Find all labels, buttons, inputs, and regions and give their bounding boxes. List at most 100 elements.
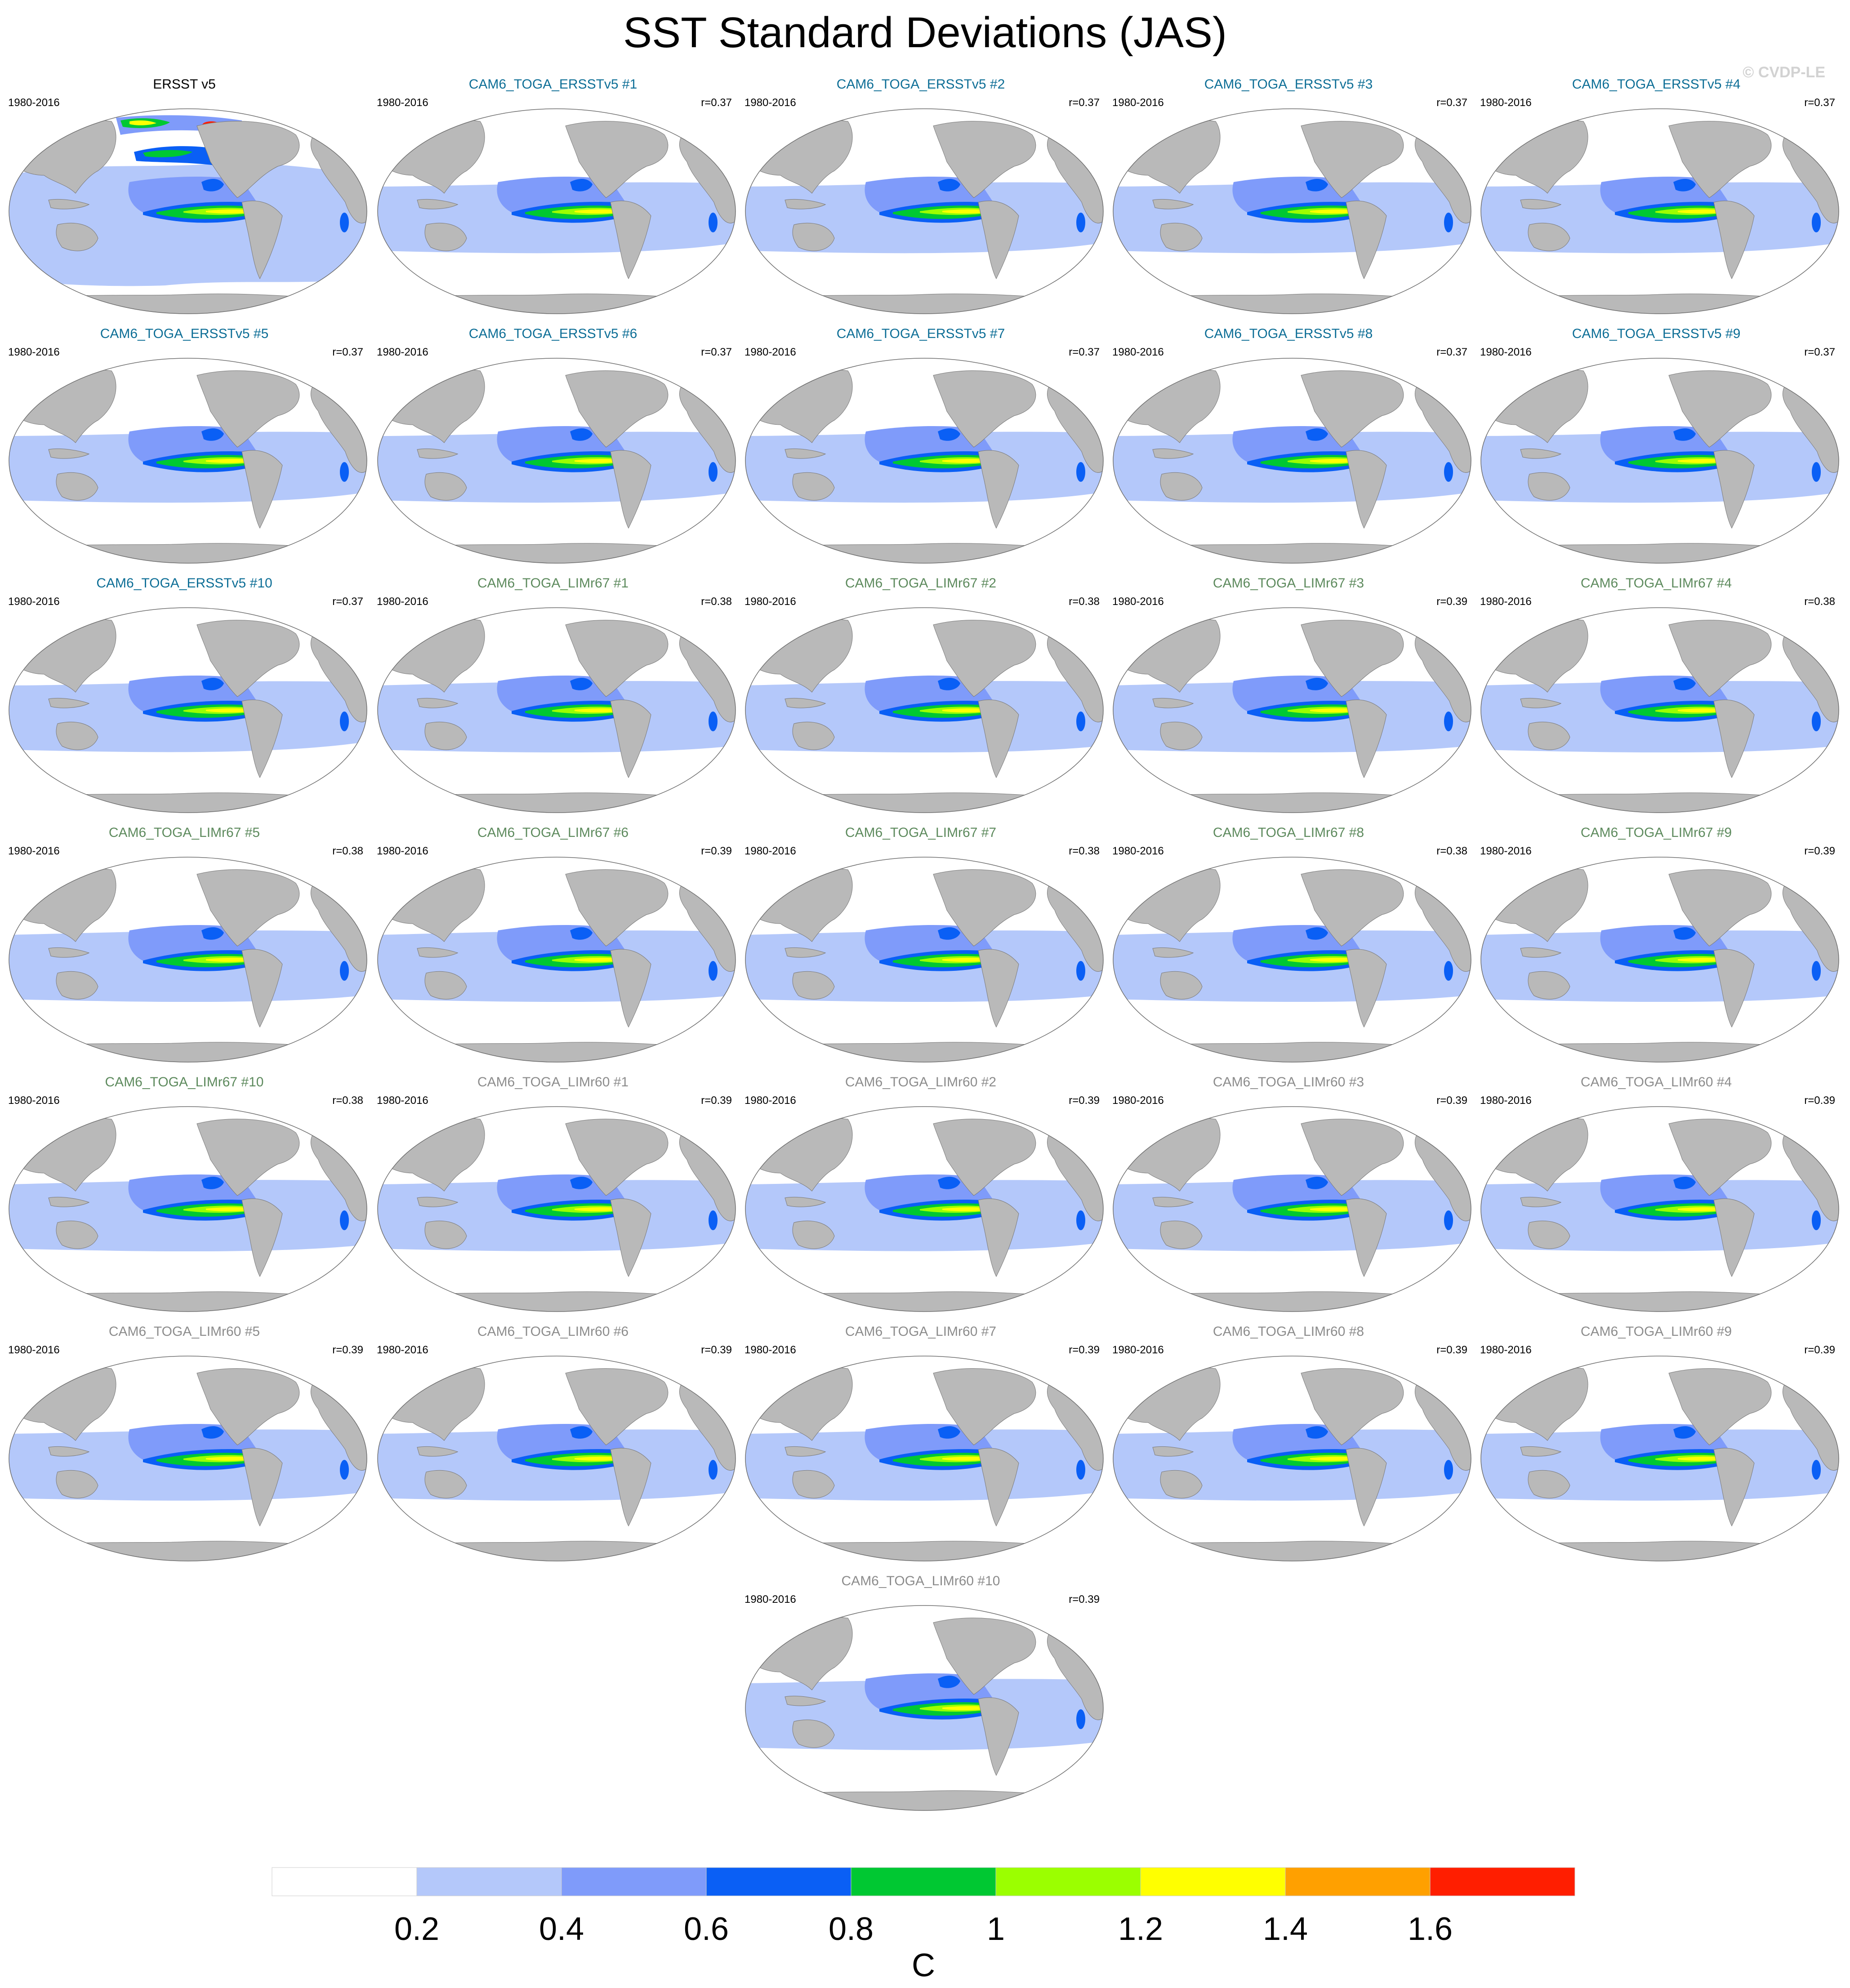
map-outline [745, 108, 1104, 314]
sd-contour-se-atlantic [709, 213, 718, 232]
sd-contour-0.6 [938, 1177, 960, 1189]
landmass-antarctica [745, 1790, 1103, 1810]
panel-title: CAM6_TOGA_ERSSTv5 #5 [100, 326, 269, 341]
landmass-australia [1528, 1470, 1570, 1499]
landmass-south-america [610, 949, 651, 1028]
landmass-australia [424, 222, 467, 251]
landmass-maritime-continent [48, 698, 90, 708]
panel-period: 1980-2016 [377, 346, 428, 358]
map-panel-grid: ERSST v5 1980-2016 CAM6_TOGA_ERSSTv5 #1 198… [8, 76, 1841, 1811]
sd-contour-se-atlantic [1444, 1460, 1453, 1480]
map-body [1481, 608, 1839, 813]
panel-pattern-correlation: r=0.37 [1069, 97, 1100, 109]
colorbar-swatch [416, 1867, 562, 1896]
map-body [745, 358, 1103, 563]
sst-std-map [1480, 857, 1839, 1063]
landmass-maritime-continent [417, 199, 459, 209]
landmass-australia [792, 1220, 835, 1249]
panel-title: CAM6_TOGA_LIMr67 #1 [477, 576, 629, 591]
landmass-maritime-continent [417, 1196, 459, 1207]
panel-period: 1980-2016 [744, 1094, 796, 1107]
landmass-australia [1528, 971, 1570, 1000]
landmass-greenland [295, 1112, 337, 1132]
sd-contour-1.2 [575, 458, 623, 463]
panel-period: 1980-2016 [744, 1593, 796, 1606]
sd-contour-se-atlantic [1076, 712, 1085, 731]
landmass-maritime-continent [785, 1446, 826, 1457]
landmass-south-america [978, 1448, 1019, 1527]
landmass-greenland [1400, 863, 1441, 882]
landmass-australia [424, 1220, 467, 1249]
sst-std-map [1480, 1106, 1839, 1312]
landmass-australia [792, 721, 835, 750]
landmass-australia [1528, 472, 1570, 501]
sd-contour-0.6 [1673, 678, 1696, 690]
sd-contour-0.6 [938, 179, 960, 191]
landmass-south-america [1346, 699, 1387, 778]
sd-contour-1.2 [1310, 1456, 1359, 1461]
sst-std-map [745, 358, 1104, 564]
map-outline [1113, 607, 1471, 813]
sd-contour-1.2 [942, 1456, 991, 1461]
panel-title: CAM6_TOGA_ERSSTv5 #4 [1572, 77, 1741, 92]
landmass-antarctica [1113, 294, 1471, 314]
landmass-greenland [1400, 1361, 1441, 1381]
sd-contour-1.2 [942, 957, 991, 962]
map-panel: CAM6_TOGA_ERSSTv5 #4 1980-2016 r=0.37 [1472, 76, 1841, 315]
map-body [378, 109, 736, 314]
landmass-maritime-continent [417, 448, 459, 459]
panel-period: 1980-2016 [744, 97, 796, 109]
landmass-north-america [933, 1618, 1036, 1695]
panel-title: CAM6_TOGA_LIMr60 #10 [841, 1574, 1000, 1588]
landmass-north-america [933, 1119, 1036, 1196]
sd-contour-1.2 [942, 458, 991, 463]
sd-contour-0.6 [201, 179, 224, 191]
landmass-north-america [196, 370, 300, 448]
landmass-australia [1528, 1220, 1570, 1249]
sd-contour-1.2 [1310, 708, 1359, 712]
landmass-south-america [1713, 949, 1755, 1028]
landmass-south-america [241, 1448, 283, 1527]
panel-period: 1980-2016 [744, 346, 796, 358]
landmass-north-america [1301, 121, 1404, 198]
sd-contour-0.6 [1306, 179, 1328, 191]
panel-title: CAM6_TOGA_LIMr60 #5 [108, 1324, 260, 1339]
landmass-australia [56, 222, 98, 251]
panel-title: CAM6_TOGA_LIMr60 #8 [1213, 1324, 1364, 1339]
panel-period: 1980-2016 [1112, 845, 1164, 857]
colorbar-swatch [995, 1867, 1141, 1896]
map-outline [377, 108, 736, 314]
colorbar-swatch [1140, 1867, 1286, 1896]
landmass-antarctica [1481, 1042, 1839, 1062]
panel-title: CAM6_TOGA_LIMr67 #4 [1580, 576, 1732, 591]
map-panel: CAM6_TOGA_LIMr67 #8 1980-2016 r=0.38 [1104, 825, 1473, 1063]
landmass-australia [56, 472, 98, 501]
map-outline [377, 1106, 736, 1312]
landmass-greenland [295, 364, 337, 383]
panel-pattern-correlation: r=0.39 [1804, 845, 1835, 857]
landmass-north-america [565, 620, 669, 697]
map-body [745, 109, 1103, 314]
colorbar-swatch [272, 1867, 417, 1896]
landmass-australia [792, 971, 835, 1000]
landmass-south-america [1346, 949, 1387, 1028]
landmass-antarctica [9, 792, 367, 813]
panel-pattern-correlation: r=0.37 [332, 346, 363, 358]
landmass-antarctica [9, 1541, 367, 1561]
landmass-australia [1160, 971, 1203, 1000]
landmass-greenland [1032, 613, 1073, 633]
sd-contour-1.2 [206, 458, 254, 463]
landmass-australia [792, 472, 835, 501]
sd-contour-kuroshio-0.8 [143, 150, 192, 157]
panel-pattern-correlation: r=0.37 [1069, 346, 1100, 358]
landmass-antarctica [378, 1541, 736, 1561]
panel-title: CAM6_TOGA_LIMr60 #6 [477, 1324, 629, 1339]
landmass-antarctica [378, 543, 736, 563]
map-outline [745, 607, 1104, 813]
landmass-australia [1528, 222, 1570, 251]
sd-contour-se-atlantic [1812, 462, 1821, 482]
landmass-antarctica [1481, 294, 1839, 314]
panel-period: 1980-2016 [1480, 845, 1532, 857]
map-body [9, 608, 367, 813]
landmass-maritime-continent [48, 1446, 90, 1457]
